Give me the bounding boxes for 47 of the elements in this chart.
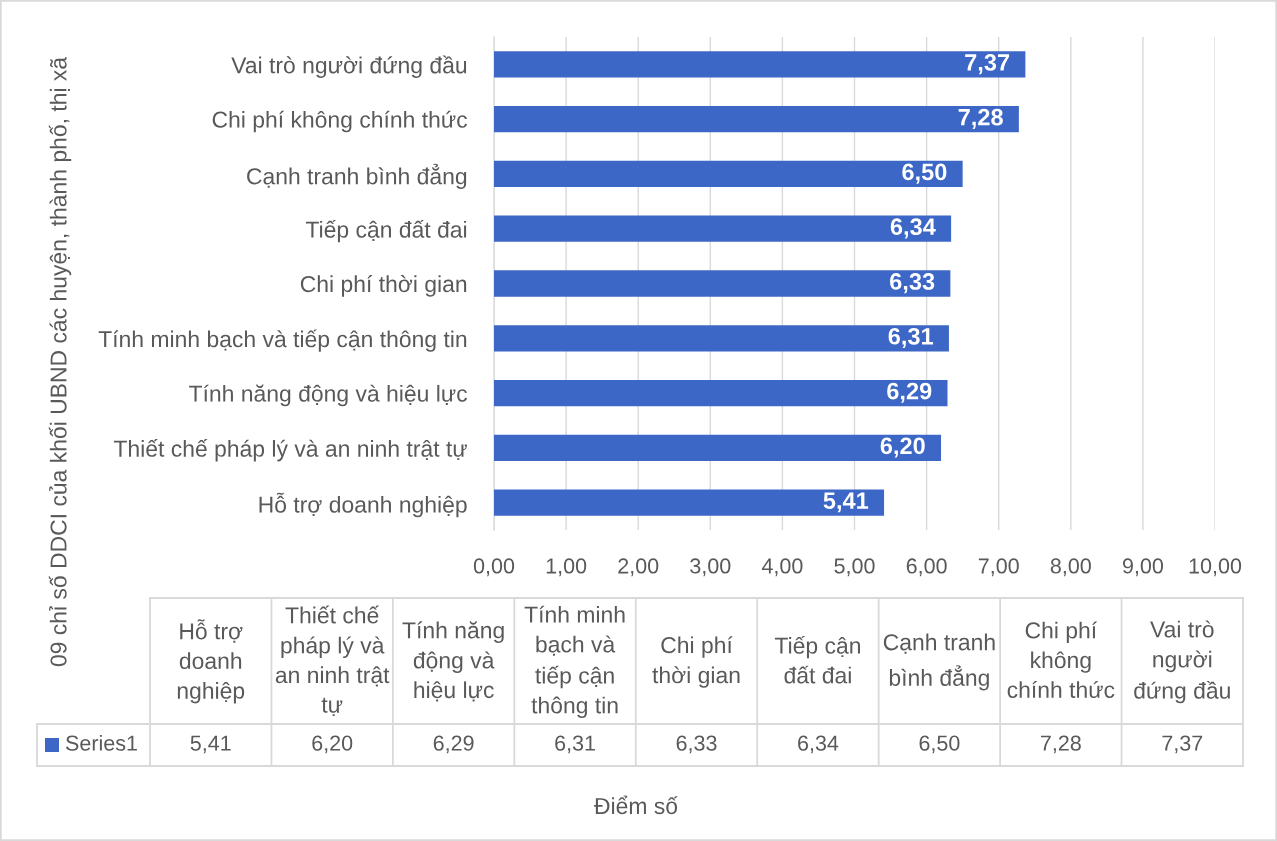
legend-label: Series1 [65,734,137,751]
y-tick-label: Chi phí thời gian [300,275,467,297]
y-tick-label: Thiết chế pháp lý và an ninh trật tự [113,439,467,462]
y-tick-label: Hỗ trợ doanh nghiệp [259,492,467,518]
category-label: Tính minh bạch và tiếp cận thông tin [524,605,625,718]
category-label: Cạnh tranh bình đẳng [883,633,995,691]
data-label: 7,37 [965,54,1010,75]
data-label: 6,31 [888,327,934,349]
text: 6,29 [433,735,474,754]
x-tick-label: 2,00 [618,558,659,577]
x-tick-label: 9,00 [1122,558,1164,577]
x-tick-label: 3,00 [690,558,731,577]
text: 7,37 [1162,735,1203,754]
y-tick-label: Tính năng động và hiệu lực [189,384,468,407]
category-label: Tiếp cận đất đai [774,635,860,684]
data-label: 6,29 [887,382,932,403]
text: 5,41 [190,735,231,754]
y-tick-label: Tiếp cận đất đai [305,219,467,243]
x-tick-label: 0,00 [473,558,515,577]
text: 7,28 [1040,735,1081,754]
y-tick-label: Cạnh tranh bình đẳng [247,163,467,189]
data-label: 6,33 [890,273,935,294]
data-label: 6,20 [880,437,925,458]
text: 6,20 [312,735,353,754]
category-label: Vai trò người đứng đầu [1134,620,1230,704]
data-label: 5,41 [823,492,869,513]
data-label: 7,28 [958,108,1003,129]
text: 6,31 [555,735,595,754]
y-axis-title: 09 chỉ số DDCI của khối UBND các huyện, thành phố, thị xã [48,56,72,667]
text: Điểm số [594,795,678,815]
category-label: Chi phí thời gian [652,636,740,688]
category-label: Chi phí không chính thức [1007,621,1115,699]
text: 6,34 [798,735,839,754]
x-tick-label: 1,00 [546,558,587,577]
y-tick-label: Chi phí không chính thức [212,110,468,133]
x-tick-label: 8,00 [1050,558,1091,577]
data-label: 6,34 [890,218,936,239]
text: 6,33 [676,735,717,754]
text: 6,50 [919,735,960,754]
y-tick-label: Vai trò người đứng đầu [231,55,467,78]
x-tick-label: 6,00 [906,558,947,577]
y-tick-label: Tính minh bạch và tiếp cận thông tin [98,329,467,352]
data-label: 6,50 [902,163,947,184]
x-tick-label: 7,00 [978,558,1019,577]
x-tick-label: 10,00 [1189,558,1242,577]
x-tick-label: 4,00 [761,558,803,577]
x-tick-label: 5,00 [834,558,875,577]
